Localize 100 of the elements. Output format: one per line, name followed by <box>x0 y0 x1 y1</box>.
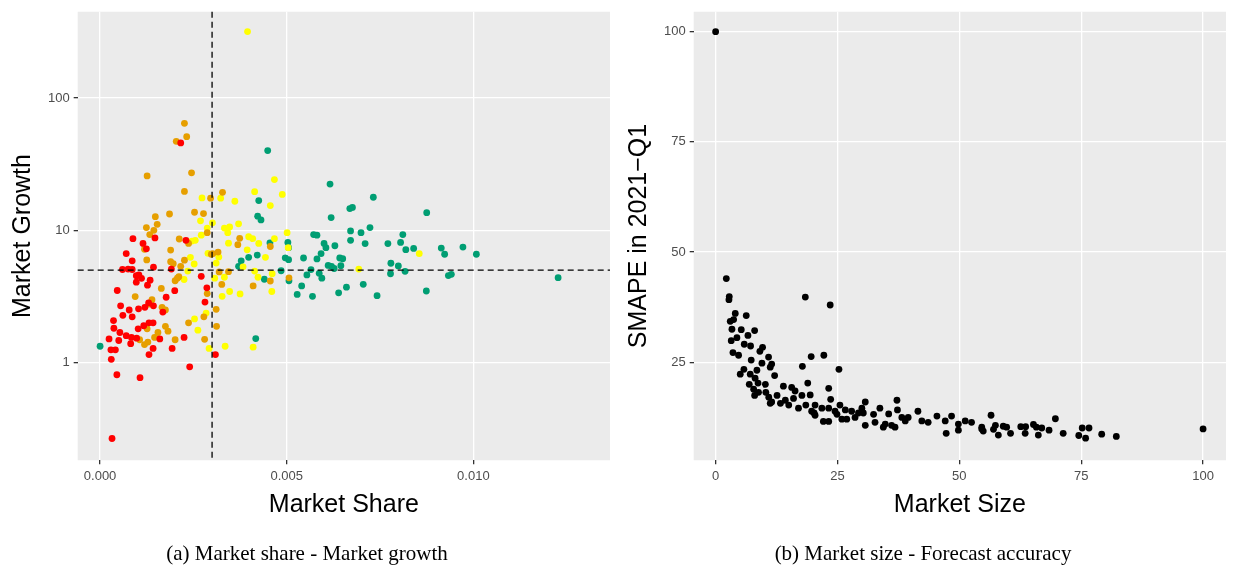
y-axis-title: Market Growth <box>6 154 35 318</box>
point <box>127 340 135 348</box>
point <box>212 259 220 267</box>
point <box>235 220 242 228</box>
point <box>224 229 232 237</box>
point <box>283 229 291 237</box>
point <box>151 234 159 242</box>
y-tick-label: 25 <box>671 353 686 369</box>
y-axis-title: SMAPE in 2021−Q1 <box>622 123 651 349</box>
point <box>220 273 228 281</box>
text: (b) Market size - Forecast accuracy <box>774 540 1072 565</box>
y-tick-label: 10 <box>55 221 70 237</box>
point <box>251 188 259 196</box>
point <box>271 235 278 243</box>
x-axis-title: Market Size <box>893 488 1026 517</box>
point <box>108 435 116 442</box>
point <box>243 246 251 254</box>
point <box>110 317 117 324</box>
point <box>150 263 157 271</box>
point <box>116 329 124 336</box>
point <box>198 194 206 202</box>
x-tick-label: 0.010 <box>457 467 490 483</box>
point <box>136 374 144 382</box>
point <box>168 345 176 352</box>
point <box>255 239 263 247</box>
point <box>262 253 269 261</box>
x-tick-label: 0.005 <box>270 467 304 483</box>
point <box>266 202 274 209</box>
point <box>251 267 259 275</box>
point <box>249 235 257 243</box>
y-tick-label: 1 <box>62 354 70 370</box>
point <box>115 337 123 344</box>
point <box>177 139 185 147</box>
point <box>119 311 127 319</box>
x-tick-label: 75 <box>1073 467 1089 483</box>
point <box>226 288 234 295</box>
point <box>180 334 188 341</box>
point <box>201 298 209 306</box>
point <box>184 267 192 275</box>
point <box>117 302 125 310</box>
point <box>149 319 157 327</box>
point <box>162 293 170 301</box>
point <box>107 355 115 363</box>
x-tick-label: 25 <box>830 467 845 483</box>
x-tick-label: 0 <box>712 467 720 483</box>
point <box>128 313 136 321</box>
point <box>128 257 136 265</box>
x-tick-label: 50 <box>952 467 967 483</box>
x-axis-title: Market Share <box>268 488 419 517</box>
point <box>212 351 219 359</box>
y-tick-label: 50 <box>671 243 686 259</box>
point <box>415 250 423 258</box>
point <box>190 260 198 268</box>
point <box>132 278 140 286</box>
y-tick-label: 75 <box>671 133 686 149</box>
x-tick-label: 0.000 <box>83 467 117 483</box>
point <box>182 236 190 244</box>
point <box>171 287 179 295</box>
y-tick-label: 100 <box>47 89 70 105</box>
point <box>122 250 130 258</box>
point <box>254 273 262 281</box>
point <box>197 272 205 280</box>
point <box>139 239 147 247</box>
point <box>135 305 142 313</box>
point <box>194 326 202 334</box>
point <box>125 306 133 314</box>
point <box>225 239 232 247</box>
point <box>218 292 226 300</box>
point <box>221 342 229 350</box>
point <box>141 303 149 311</box>
point <box>156 335 164 343</box>
y-tick-label: 100 <box>663 23 686 39</box>
point <box>180 276 188 283</box>
point <box>113 287 121 294</box>
point <box>217 194 225 202</box>
point <box>268 288 276 295</box>
point <box>236 290 244 298</box>
point <box>144 281 151 289</box>
point <box>249 343 257 351</box>
point <box>268 270 276 278</box>
point <box>231 197 239 205</box>
point <box>110 324 118 332</box>
point <box>205 345 213 352</box>
point <box>145 351 153 359</box>
point <box>197 217 204 225</box>
point <box>197 231 205 239</box>
point <box>149 345 157 352</box>
point <box>113 371 121 379</box>
point <box>239 263 247 271</box>
point <box>244 28 251 36</box>
point <box>278 191 286 198</box>
point <box>191 315 198 323</box>
text: (a) Market share - Market growth <box>166 540 449 565</box>
point <box>105 335 113 343</box>
point <box>226 223 234 231</box>
point <box>271 176 278 183</box>
x-tick-label: 100 <box>1192 467 1214 483</box>
point <box>129 235 137 243</box>
point <box>187 253 194 261</box>
point <box>211 274 219 282</box>
